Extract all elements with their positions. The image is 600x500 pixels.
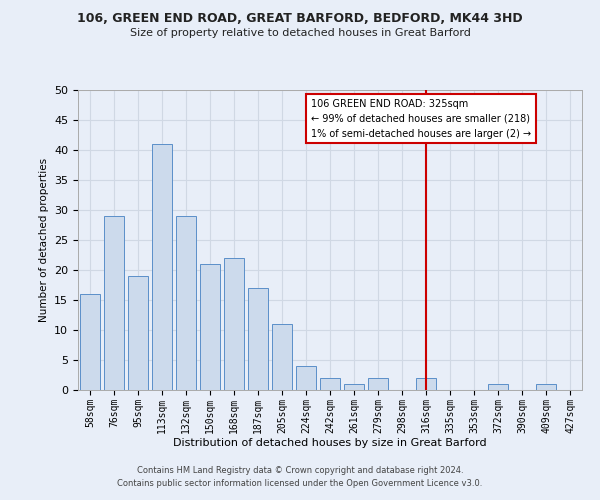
Bar [296,366,316,390]
Text: Size of property relative to detached houses in Great Barford: Size of property relative to detached ho… [130,28,470,38]
Bar [344,384,364,390]
Bar [320,378,340,390]
Bar [152,144,172,390]
Bar [416,378,436,390]
Bar [368,378,388,390]
Bar [272,324,292,390]
Bar [200,264,220,390]
Bar [248,288,268,390]
Text: 106, GREEN END ROAD, GREAT BARFORD, BEDFORD, MK44 3HD: 106, GREEN END ROAD, GREAT BARFORD, BEDF… [77,12,523,26]
Bar [104,216,124,390]
Bar [536,384,556,390]
Bar [224,258,244,390]
X-axis label: Distribution of detached houses by size in Great Barford: Distribution of detached houses by size … [173,438,487,448]
Bar [176,216,196,390]
Text: 106 GREEN END ROAD: 325sqm
← 99% of detached houses are smaller (218)
1% of semi: 106 GREEN END ROAD: 325sqm ← 99% of deta… [311,99,531,138]
Bar [80,294,100,390]
Y-axis label: Number of detached properties: Number of detached properties [38,158,49,322]
Bar [488,384,508,390]
Bar [128,276,148,390]
Text: Contains HM Land Registry data © Crown copyright and database right 2024.
Contai: Contains HM Land Registry data © Crown c… [118,466,482,487]
